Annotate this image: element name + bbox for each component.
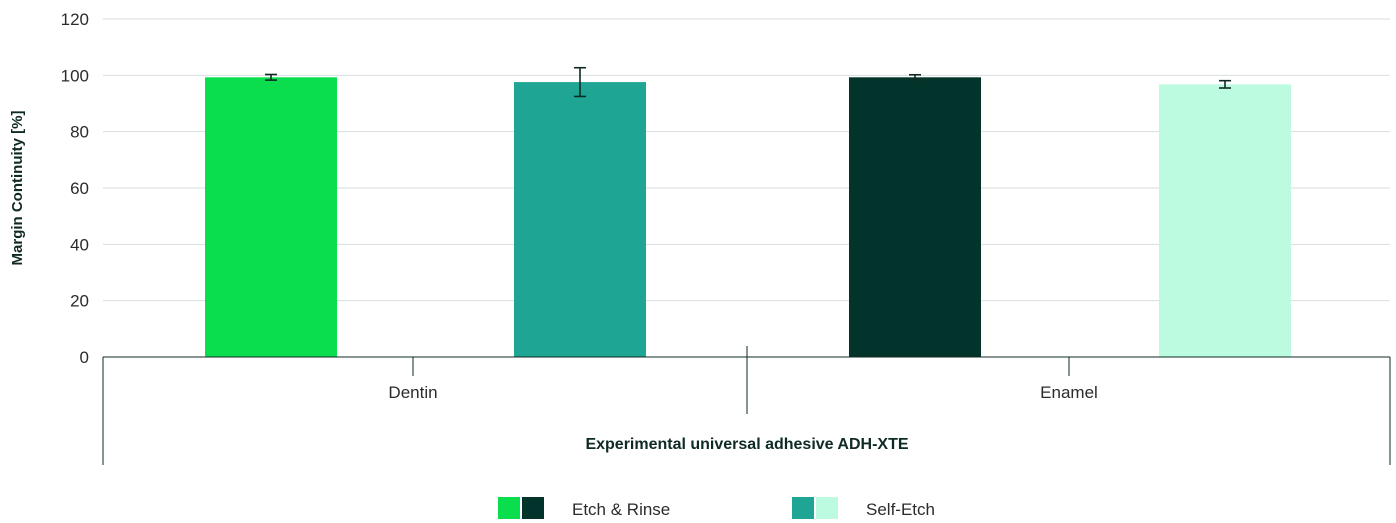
y-tick-label: 20	[70, 292, 89, 311]
x-axis-group-title: Experimental universal adhesive ADH-XTE	[585, 436, 908, 453]
legend-swatch	[816, 497, 838, 519]
legend-swatch	[522, 497, 544, 519]
bars	[205, 77, 1291, 358]
legend-swatch	[792, 497, 814, 519]
axes	[102, 346, 1391, 465]
bar	[849, 77, 981, 358]
legend-label: Etch & Rinse	[572, 500, 670, 519]
category-label: Enamel	[1040, 383, 1098, 402]
bar	[514, 82, 646, 358]
y-axis-ticks: 0 20 40 60 80 100 120	[61, 10, 89, 367]
y-tick-label: 80	[70, 123, 89, 142]
legend-label: Self-Etch	[866, 500, 935, 519]
legend: Etch & Rinse Self-Etch	[498, 497, 935, 519]
y-tick-label: 60	[70, 179, 89, 198]
y-axis-label: Margin Continuity [%]	[9, 111, 26, 266]
y-tick-label: 100	[61, 66, 89, 85]
y-tick-label: 120	[61, 10, 89, 29]
y-tick-label: 0	[80, 348, 89, 367]
bar	[205, 77, 337, 358]
bar	[1159, 84, 1291, 357]
legend-swatch	[498, 497, 520, 519]
category-label: Dentin	[388, 383, 437, 402]
y-tick-label: 40	[70, 235, 89, 254]
category-labels: Dentin Enamel	[388, 383, 1097, 402]
error-bars	[265, 66, 1231, 98]
